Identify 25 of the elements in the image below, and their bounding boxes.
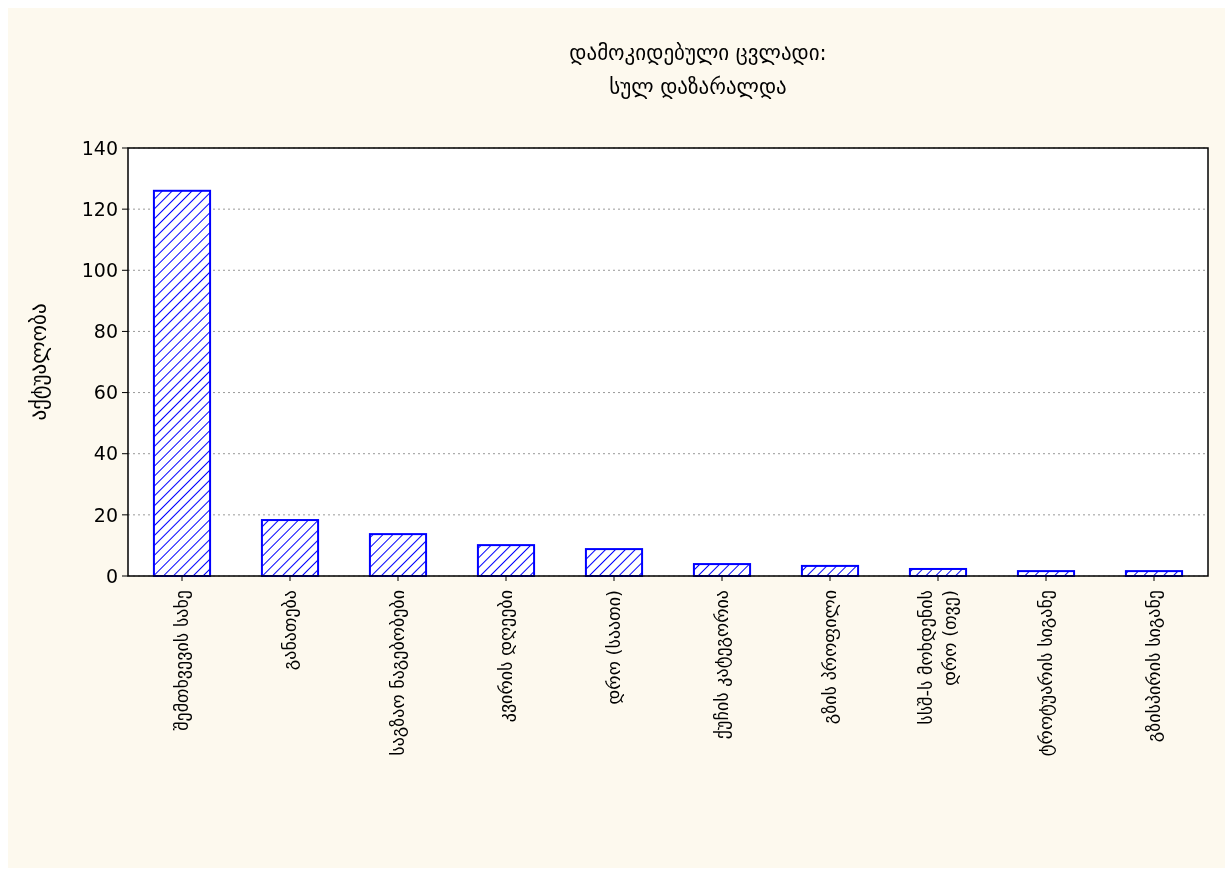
x-tick-label: ქუჩის კატეგორია bbox=[711, 590, 733, 740]
x-tick-label: დრო (საათი) bbox=[603, 590, 625, 705]
x-tick-label: საგზაო ნაგებობები bbox=[387, 590, 409, 756]
x-tick-label: ტროტუარის სიგანე bbox=[1035, 590, 1057, 757]
y-tick-label: 60 bbox=[93, 381, 118, 404]
bar bbox=[476, 544, 536, 577]
x-tick-label: სსშ-ს მოხდენის დრო (თვე) bbox=[915, 590, 961, 725]
bar bbox=[584, 548, 644, 577]
x-tick-label: შემთხვევის სახე bbox=[171, 590, 193, 731]
bar bbox=[152, 189, 212, 577]
x-tick-label: განათება bbox=[279, 590, 301, 671]
bar bbox=[368, 533, 428, 577]
y-tick-label: 120 bbox=[81, 197, 118, 220]
bar bbox=[260, 519, 320, 577]
y-tick-label: 0 bbox=[105, 564, 118, 587]
y-tick-label: 40 bbox=[93, 442, 118, 465]
x-tick-label: კვირის დღეები bbox=[495, 590, 517, 723]
y-tick-label: 20 bbox=[93, 503, 118, 526]
y-tick-label: 80 bbox=[93, 320, 118, 343]
y-tick-label: 140 bbox=[81, 136, 118, 159]
y-axis-title: აქტუალობა bbox=[27, 303, 51, 421]
chart-title: დამოკიდებული ცვლადი: სულ დაზარალდა bbox=[569, 41, 827, 99]
y-tick-label: 100 bbox=[81, 258, 118, 281]
x-tick-label: გზისპირის სიგანე bbox=[1143, 590, 1165, 743]
x-tick-label: გზის პროფილი bbox=[819, 590, 841, 725]
